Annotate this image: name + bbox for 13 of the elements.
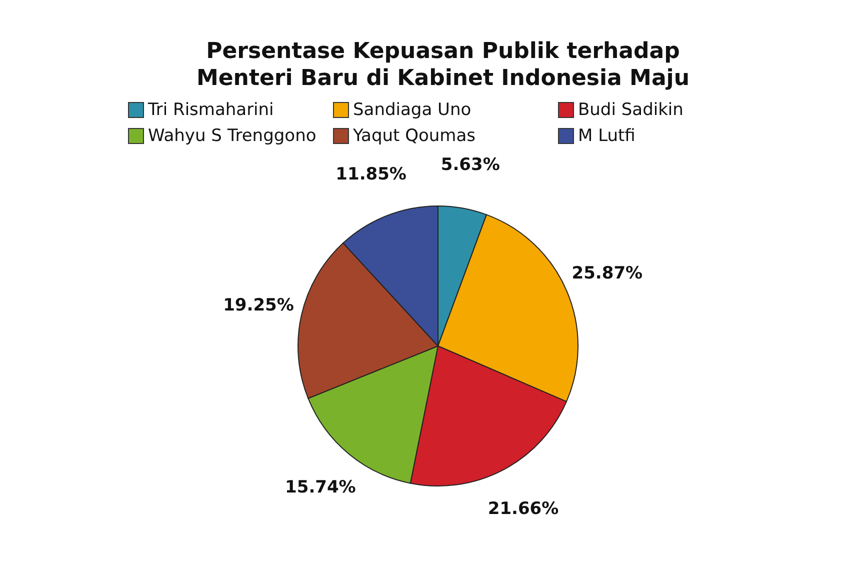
legend-label: Tri Rismaharini bbox=[148, 100, 274, 120]
legend-label: Wahyu S Trenggono bbox=[148, 126, 316, 146]
data-label: 15.74% bbox=[285, 478, 356, 498]
data-label: 19.25% bbox=[223, 296, 294, 316]
data-label: 11.85% bbox=[336, 164, 406, 185]
legend-label: Sandiaga Uno bbox=[353, 100, 472, 120]
data-label: 5.63% bbox=[440, 154, 500, 175]
legend-label: M Lutfi bbox=[578, 126, 636, 146]
legend-label: Budi Sadikin bbox=[578, 100, 684, 120]
legend-label: Yaqut Qoumas bbox=[353, 126, 476, 146]
data-label: 25.87% bbox=[572, 264, 643, 284]
data-label: 21.66% bbox=[488, 499, 559, 520]
chart-title: Persentase Kepuasan Publik terhadap Menteri Baru di Kabinet Indonesia Maju bbox=[195, 38, 690, 92]
